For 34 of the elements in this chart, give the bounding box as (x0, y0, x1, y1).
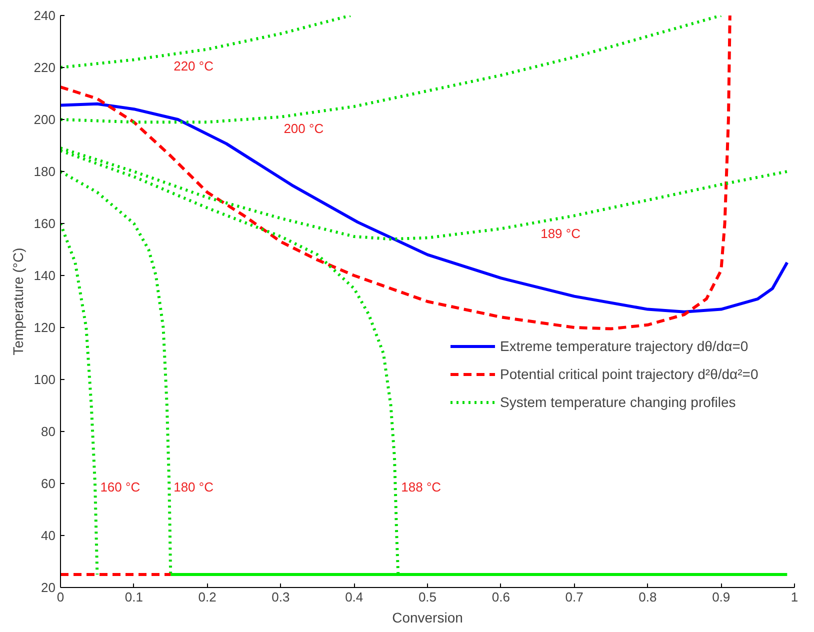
x-tick-label: 0.2 (198, 590, 216, 604)
x-tick-label: 0.1 (124, 590, 143, 604)
legend-label: Extreme temperature trajectory dθ/dα=0 (500, 338, 748, 354)
x-tick-label: 0.9 (712, 590, 730, 604)
x-tick-label: 0.4 (345, 590, 364, 604)
y-tick-label: 40 (41, 528, 56, 543)
annotation: 188 °C (401, 480, 442, 495)
x-tick-label: 0.3 (272, 590, 290, 604)
y-tick-label: 160 (34, 216, 56, 231)
x-tick-label: 0 (56, 590, 64, 604)
y-tick-label: 140 (34, 268, 56, 283)
annotation: 220 °C (174, 58, 214, 74)
y-tick-label: 80 (41, 424, 56, 439)
y-tick-label: 180 (34, 164, 56, 179)
y-tick-label: 100 (34, 372, 56, 387)
y-tick-label: 220 (34, 60, 56, 75)
annotation: 200 °C (284, 120, 324, 136)
y-tick-label: 200 (34, 112, 56, 127)
x-axis-title: Conversion (392, 610, 463, 626)
y-tick-label: 20 (41, 580, 56, 595)
y-tick-label: 60 (41, 476, 56, 491)
x-tick-label: 0.6 (492, 590, 510, 604)
annotation: 189 °C (540, 226, 580, 242)
annotation: 180 °C (174, 480, 214, 495)
x-tick-label: 0.7 (565, 590, 584, 604)
legend-label: Potential critical point trajectory d²θ/dα²=0 (500, 366, 758, 382)
annotation: 160 °C (100, 480, 140, 495)
x-tick-label: 0.8 (638, 590, 657, 604)
y-tick-label: 120 (34, 320, 56, 335)
x-tick-label: 0.5 (418, 590, 437, 604)
y-tick-label: 240 (34, 8, 56, 23)
y-axis-title: Temperature (°C) (10, 248, 26, 356)
x-tick-label: 1 (790, 590, 798, 604)
legend-label: System temperature changing profiles (500, 394, 736, 410)
